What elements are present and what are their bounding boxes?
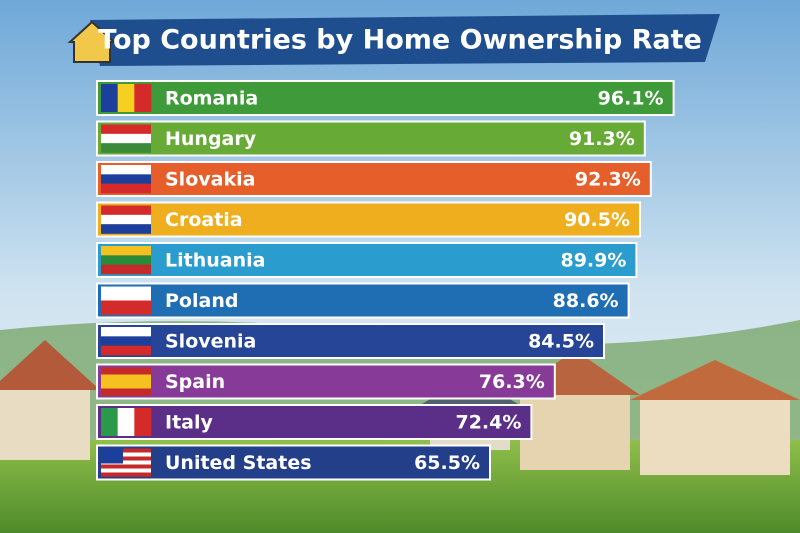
category-label: Poland xyxy=(165,290,238,312)
value-label: 65.5% xyxy=(414,452,480,474)
flag xyxy=(134,84,152,112)
value-label: 92.3% xyxy=(575,169,641,191)
category-label: United States xyxy=(165,452,312,474)
bar xyxy=(96,323,605,359)
flag xyxy=(134,408,152,436)
value-label: 76.3% xyxy=(479,371,545,393)
flag xyxy=(101,456,151,461)
flag xyxy=(101,464,151,469)
flag xyxy=(101,327,151,337)
flag xyxy=(101,255,151,265)
flag xyxy=(117,84,135,112)
flag xyxy=(117,408,135,436)
value-label: 88.6% xyxy=(553,290,619,312)
category-label: Spain xyxy=(165,371,225,393)
bar xyxy=(96,282,630,319)
flag xyxy=(101,264,151,275)
chart-title: Top Countries by Home Ownership Rate xyxy=(98,25,702,56)
flag xyxy=(101,133,151,144)
flag xyxy=(101,143,151,153)
category-label: Hungary xyxy=(165,128,257,150)
bar xyxy=(96,161,652,197)
bar xyxy=(96,80,675,116)
flag xyxy=(101,286,151,301)
value-label: 84.5% xyxy=(528,331,594,353)
flag xyxy=(101,460,151,465)
flag xyxy=(101,472,151,477)
value-label: 91.3% xyxy=(569,128,635,150)
value-label: 96.1% xyxy=(598,88,664,110)
category-label: Lithuania xyxy=(165,250,265,272)
flag xyxy=(101,84,118,112)
flag xyxy=(101,448,123,464)
flag xyxy=(101,174,151,184)
value-label: 72.4% xyxy=(455,412,521,434)
flag xyxy=(101,381,151,389)
flag xyxy=(101,246,151,256)
bar xyxy=(96,201,641,238)
bar xyxy=(96,444,491,481)
flag xyxy=(101,224,151,234)
category-label: Slovenia xyxy=(165,331,256,353)
category-label: Italy xyxy=(165,412,213,434)
title-banner xyxy=(90,14,720,66)
bar xyxy=(96,242,638,278)
flag xyxy=(101,165,151,175)
flag xyxy=(101,214,151,225)
value-label: 90.5% xyxy=(564,209,630,231)
flag xyxy=(101,448,151,453)
flag xyxy=(101,205,151,216)
flag xyxy=(101,336,151,346)
category-label: Romania xyxy=(165,88,258,110)
category-label: Croatia xyxy=(165,209,243,231)
house-icon xyxy=(67,20,117,63)
bar xyxy=(96,363,556,400)
flag xyxy=(101,468,151,473)
flag xyxy=(101,388,151,396)
value-label: 89.9% xyxy=(560,250,626,272)
bar xyxy=(96,404,533,440)
bar xyxy=(96,120,646,157)
category-label: Slovakia xyxy=(165,169,255,191)
flag xyxy=(101,345,151,356)
flag xyxy=(101,300,151,315)
flag xyxy=(101,183,151,194)
flag xyxy=(101,367,151,375)
flag xyxy=(101,124,151,135)
flag xyxy=(101,408,118,436)
flag xyxy=(101,374,151,382)
flag xyxy=(101,452,151,457)
